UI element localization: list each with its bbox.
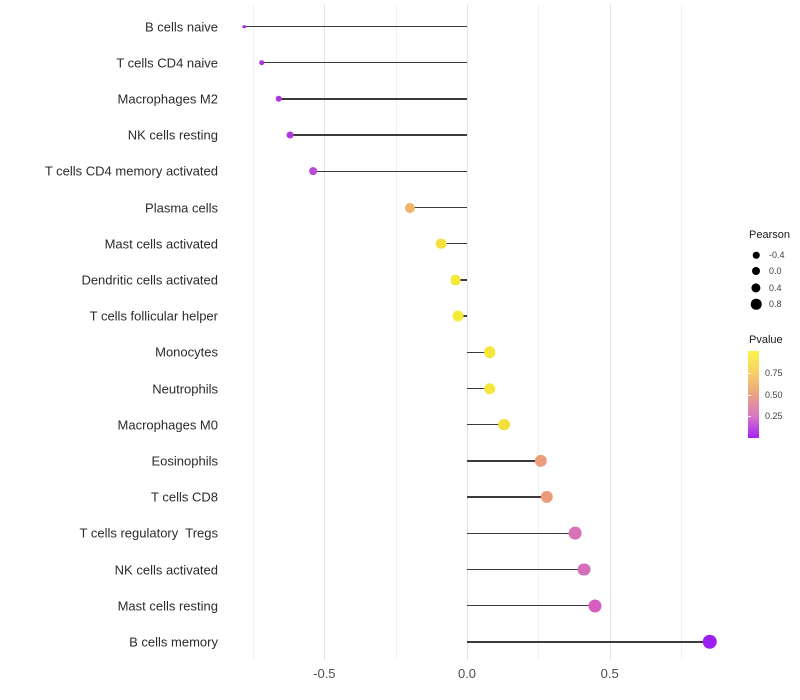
lollipop-segment [455,279,467,281]
lollipop-segment [467,460,542,462]
lollipop-segment [261,61,467,64]
point-dot [450,274,462,286]
pvalue-colorbar [748,351,759,438]
gridline-minor [538,5,540,660]
category-label: T cells regulatory Tregs [79,525,218,541]
x-tick-label: 0.5 [600,666,619,681]
category-label: Monocytes [155,344,218,360]
colorbar-tick-label: 0.25 [765,411,783,422]
gridline-minor [253,5,255,660]
category-label: Plasma cells [145,200,218,215]
size-legend-dot [750,298,762,310]
point-dot [588,599,602,613]
size-legend-title: Pearson [749,229,790,241]
size-legend-label: 0.4 [769,282,782,293]
point-dot [540,490,554,504]
color-legend-title: Pvalue [749,334,783,346]
lollipop-segment [441,242,467,245]
point-dot [702,634,717,650]
lollipop-segment [467,423,505,426]
colorbar-tick [748,394,751,396]
size-legend-dot [752,251,760,259]
gridline-major [609,5,611,660]
point-dot [286,131,294,139]
lollipop-segment [409,206,467,209]
point-dot [577,563,591,576]
category-label: T cells CD4 memory activated [44,163,218,179]
lollipop-segment [467,351,490,354]
category-label: T cells follicular helper [89,308,218,324]
category-label: Macrophages M2 [117,91,218,107]
category-label: B cells naive [145,19,218,34]
lollipop-segment [467,496,547,498]
gridline-minor [395,5,397,660]
category-label: Dendritic cells activated [81,272,218,288]
colorbar-tick-label: 0.50 [765,389,783,400]
category-label: B cells memory [129,634,218,650]
category-label: NK cells activated [114,562,218,577]
colorbar-tick [748,372,751,374]
size-legend-label: -0.4 [769,250,785,260]
size-legend-dot [752,267,760,276]
lollipop-segment [467,387,490,390]
category-label: T cells CD4 naive [116,55,218,71]
lollipop-segment [467,532,576,535]
point-dot [258,59,265,66]
category-label: Macrophages M0 [117,417,218,433]
gridline-minor [680,5,682,660]
point-dot [435,238,447,250]
category-label: Mast cells resting [117,598,218,614]
category-label: Eosinophils [151,453,219,469]
lollipop-segment [244,25,467,28]
gridline-major [324,5,326,660]
point-dot [242,24,247,29]
point-dot [452,310,464,322]
colorbar-tick-label: 0.75 [765,367,783,378]
lollipop-segment [278,98,467,100]
point-dot [404,202,415,213]
point-dot [569,526,582,540]
point-dot [498,418,510,431]
lollipop-segment [467,604,596,607]
category-label: T cells CD8 [151,489,218,505]
lollipop-segment [290,134,467,136]
category-label: Mast cells activated [104,236,218,252]
size-legend-label: 0.8 [769,299,782,310]
x-tick-label: 0.0 [457,666,477,681]
size-legend-dot [751,283,761,293]
point-dot [275,95,282,103]
category-label: Neutrophils [152,381,218,396]
gridline-major [467,5,468,660]
point-dot [484,382,496,395]
lollipop-segment [467,568,584,571]
point-dot [535,454,548,468]
size-legend-label: 0.0 [769,266,782,277]
point-dot [309,167,317,176]
lollipop-segment [312,170,467,173]
category-label: NK cells resting [127,127,218,143]
x-tick-label: -0.5 [313,666,336,681]
point-dot [484,346,496,359]
lollipop-segment [467,641,710,643]
colorbar-tick [748,416,751,418]
